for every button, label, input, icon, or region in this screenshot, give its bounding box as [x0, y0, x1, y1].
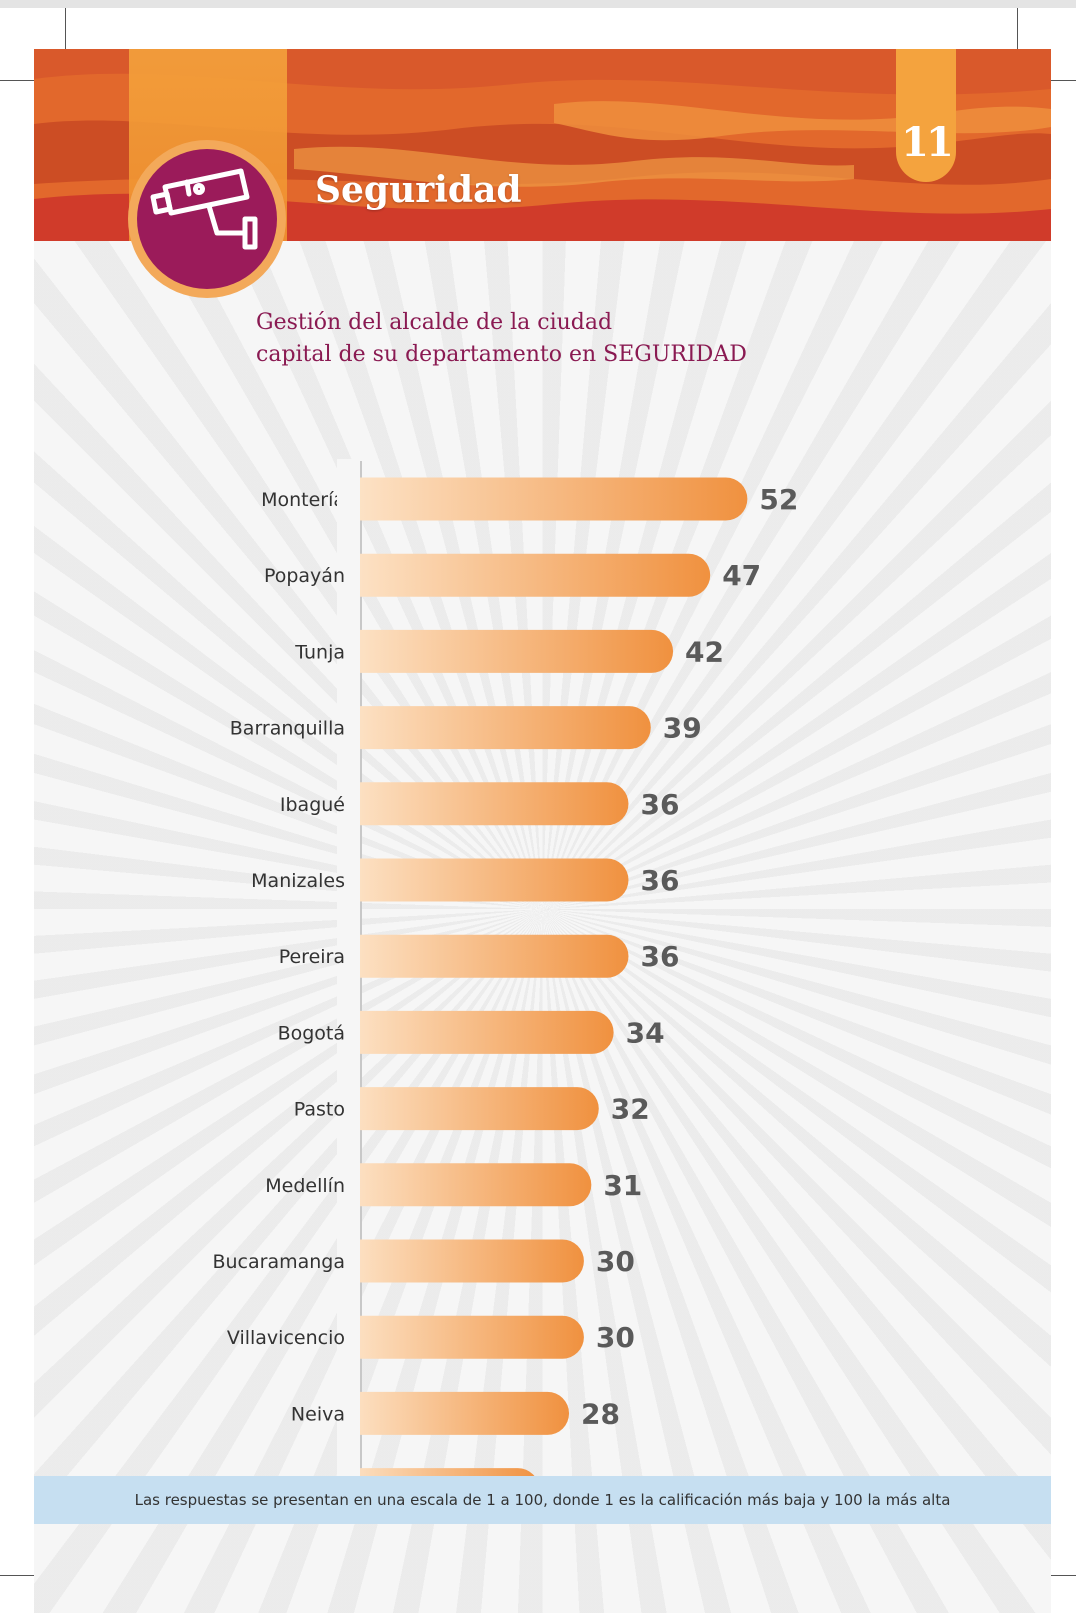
bar	[339, 782, 629, 826]
axis-mask	[337, 459, 360, 1479]
category-label: Pasto	[294, 1099, 345, 1121]
crop-mark	[0, 80, 52, 81]
category-label: Villavicencio	[227, 1327, 345, 1349]
value-label: 28	[581, 1397, 620, 1430]
category-label: Neiva	[291, 1403, 345, 1425]
value-label: 36	[640, 788, 679, 821]
chart-title: Gestión del alcalde de la ciudad capital…	[256, 307, 956, 371]
page-number: 11	[901, 119, 954, 166]
category-label: Manizales	[251, 870, 345, 892]
category-label: Medellín	[265, 1175, 345, 1197]
category-label: Bucaramanga	[212, 1251, 345, 1273]
bar	[339, 934, 629, 978]
value-label: 30	[596, 1321, 635, 1354]
value-label: 36	[640, 940, 679, 973]
category-label: Popayán	[264, 565, 345, 587]
value-label: 34	[626, 1016, 665, 1049]
bar-chart: Montería 52 Popayán 47 Tunja 42 Barranquilla 39…	[212, 459, 798, 1479]
value-label: 31	[603, 1169, 642, 1202]
chart-title-line: Gestión del alcalde de la ciudad	[256, 310, 613, 335]
crop-mark	[1032, 80, 1076, 81]
bar	[339, 1315, 584, 1359]
top-strip	[0, 0, 1076, 8]
crop-mark	[65, 8, 66, 66]
crop-mark	[1032, 1575, 1076, 1576]
category-label: Pereira	[279, 946, 345, 968]
bar	[339, 1391, 570, 1435]
chart-title-line: capital de su departamento en SEGURIDAD	[256, 342, 747, 367]
icon-badge	[137, 149, 277, 289]
bar	[339, 1010, 614, 1054]
category-label: Barranquilla	[230, 718, 345, 740]
bar	[339, 858, 629, 902]
bar	[339, 1087, 599, 1131]
value-label: 47	[722, 559, 761, 592]
value-label: 39	[663, 712, 702, 745]
bar	[339, 1239, 584, 1283]
crop-mark	[0, 1575, 52, 1576]
value-label: 42	[685, 635, 724, 668]
page: 11 Seguridad Gestión del alcalde de la c…	[34, 49, 1051, 1613]
bar	[339, 1163, 592, 1207]
value-label: 32	[611, 1093, 650, 1126]
page-number-tab	[896, 49, 956, 182]
bar	[339, 477, 748, 521]
footnote: Las respuestas se presentan en una escal…	[34, 1476, 1051, 1524]
category-label: Tunja	[294, 641, 345, 663]
section-title: Seguridad	[315, 169, 522, 211]
bar	[339, 706, 651, 750]
category-label: Montería	[261, 489, 345, 511]
value-label: 36	[640, 864, 679, 897]
category-label: Bogotá	[278, 1022, 345, 1044]
bar	[339, 629, 674, 673]
bar	[339, 553, 711, 597]
security-camera-icon	[150, 168, 258, 250]
category-label: Ibagué	[280, 794, 345, 816]
crop-mark	[1017, 8, 1018, 66]
value-label: 30	[596, 1245, 635, 1278]
value-label: 52	[759, 483, 798, 516]
